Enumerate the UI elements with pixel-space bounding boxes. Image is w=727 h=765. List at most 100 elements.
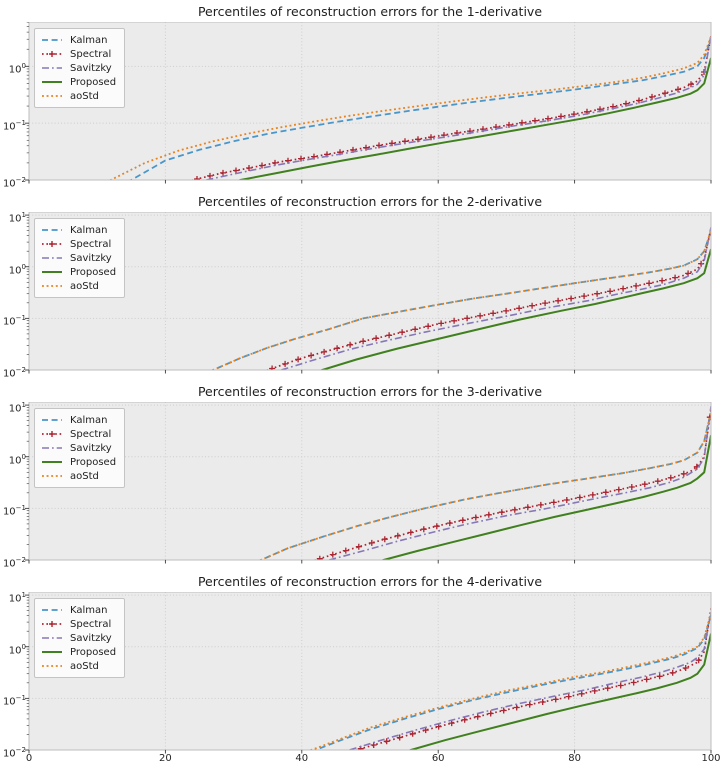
series-line-savitzky [278, 227, 711, 370]
plot-svg-1 [25, 22, 712, 184]
legend-box: Kalman Spectral Savitzky Proposed aoStd [34, 28, 126, 108]
series-line-proposed [380, 435, 711, 560]
legend-item-proposed: Proposed [41, 645, 116, 659]
axes-spine [28, 212, 712, 371]
legend-box: Kalman Spectral Savitzky Proposed aoStd [34, 408, 126, 488]
y-tick-label: 10−1 [2, 314, 26, 328]
plus-marker [316, 555, 323, 560]
series-line-proposed [408, 633, 711, 750]
legend-label: Spectral [70, 48, 112, 60]
plus-marker [233, 167, 239, 174]
plus-marker [654, 478, 661, 485]
plus-marker [558, 113, 564, 120]
legend-label: aoStd [70, 660, 99, 672]
plus-marker [368, 539, 375, 546]
plus-marker [360, 338, 367, 345]
series-line-savitzky [326, 406, 711, 560]
chart-title-3: Percentiles of reconstruction errors for… [197, 384, 543, 399]
series-line-savitzky [347, 611, 711, 750]
legend-item-spectral: Spectral [41, 47, 116, 61]
legend-sample-kalman [42, 229, 62, 231]
legend-box: Kalman Spectral Savitzky Proposed aoStd [34, 218, 126, 298]
plus-marker [513, 704, 520, 711]
plus-marker [477, 312, 484, 319]
chart-title-1: Percentiles of reconstruction errors for… [197, 4, 543, 19]
plus-marker [394, 532, 401, 539]
plus-marker [373, 335, 380, 342]
plus-marker [636, 97, 642, 104]
legend-label: aoStd [70, 90, 99, 102]
plus-marker [345, 750, 351, 756]
legend-plus-marker [49, 51, 55, 57]
plus-marker [448, 720, 455, 727]
plus-marker [539, 699, 546, 705]
x-tick-label: 0 [25, 753, 33, 764]
plus-marker [526, 701, 533, 708]
plot-area-1: 100 10−1 10−2 Kalman Spectral Savitzky Propose… [0, 22, 727, 190]
subplot-2-derivative: Percentiles of reconstruction errors for… [0, 190, 727, 380]
plus-marker [563, 497, 570, 503]
plus-marker [304, 560, 310, 566]
legend-label: Savitzky [70, 442, 112, 454]
legend-label: Savitzky [70, 252, 112, 264]
axes-background [29, 22, 711, 180]
legend-plus-marker [49, 431, 55, 437]
plus-marker [451, 317, 458, 324]
series-line-savitzky [204, 34, 711, 180]
plot-area-3: 101 100 10−1 10−2 Kalman Spectral Savitzky Prop… [0, 401, 727, 570]
legend-label: Kalman [70, 604, 108, 616]
plus-marker [565, 693, 572, 700]
legend-item-proposed: Proposed [41, 265, 116, 279]
plus-marker [519, 119, 525, 126]
plus-marker [498, 509, 505, 516]
plus-marker [688, 81, 694, 88]
legend-item-aostd: aoStd [41, 89, 116, 103]
plus-marker [643, 676, 650, 683]
x-tick-label: 100 [701, 753, 721, 764]
plus-marker [620, 285, 627, 292]
legend-sample-kalman [42, 39, 62, 41]
legend-item-spectral: Spectral [41, 617, 116, 631]
series-line-kalman [312, 614, 711, 750]
legend-item-kalman: Kalman [41, 223, 116, 237]
plus-marker [672, 274, 679, 281]
plus-marker [680, 470, 687, 477]
series-markers-spectral [345, 657, 702, 756]
plus-marker [628, 484, 635, 490]
plus-marker [459, 517, 466, 524]
legend-sample-proposed [42, 651, 62, 653]
legend-item-aostd: aoStd [41, 469, 116, 483]
subplot-4-derivative: Percentiles of reconstruction errors for… [0, 570, 727, 765]
legend-label: aoStd [70, 280, 99, 292]
y-tick-label: 100 [8, 642, 26, 657]
legend-sample-spectral [42, 51, 62, 57]
y-tick-label: 100 [8, 62, 26, 76]
legend-item-kalman: Kalman [41, 603, 116, 617]
series-line-aostd [258, 411, 711, 560]
plus-marker [269, 365, 276, 370]
legend-item-aostd: aoStd [41, 659, 116, 673]
plus-marker [207, 172, 213, 179]
plus-marker [256, 370, 262, 376]
legend-label: Savitzky [70, 632, 112, 644]
legend-label: Spectral [70, 618, 112, 630]
plus-marker [641, 481, 648, 488]
legend-sample-spectral [42, 431, 62, 437]
y-tick-label: 100 [8, 262, 26, 277]
legend-label: Proposed [70, 456, 117, 468]
y-tick-label: 101 [8, 401, 26, 415]
plus-marker [428, 134, 434, 141]
plus-marker [591, 687, 598, 694]
plus-marker [399, 329, 406, 336]
legend-item-proposed: Proposed [41, 75, 116, 89]
legend-sample-spectral [42, 621, 62, 627]
plus-marker [649, 93, 655, 100]
y-tick-label: 10−2 [2, 746, 26, 760]
plus-marker [485, 511, 492, 518]
plus-marker [550, 499, 557, 506]
plus-marker [604, 685, 611, 692]
legend-sample-savitzky [42, 257, 62, 259]
plus-marker [581, 293, 588, 300]
plus-marker [615, 486, 622, 493]
legend-item-savitzky: Savitzky [41, 631, 116, 645]
